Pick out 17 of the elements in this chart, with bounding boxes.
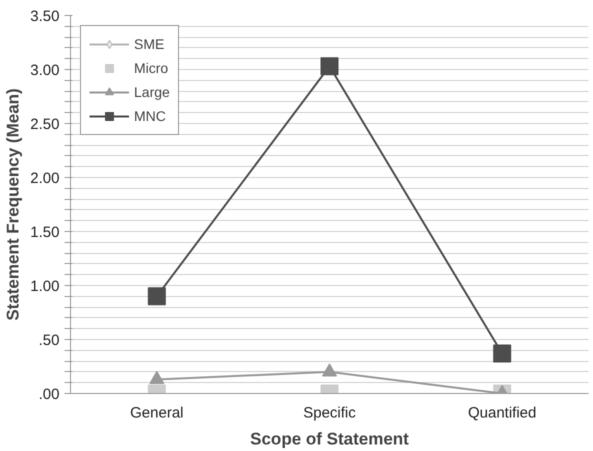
y-tick-label: 2.00 bbox=[30, 170, 60, 187]
x-axis-title: Scope of Statement bbox=[250, 430, 410, 448]
y-tick-label: 3.00 bbox=[30, 62, 60, 79]
x-tick-label: Specific bbox=[303, 404, 356, 422]
legend-label: Micro bbox=[134, 60, 168, 76]
y-tick-label: 1.00 bbox=[30, 278, 60, 295]
y-tick-label: 1.50 bbox=[30, 224, 60, 241]
legend-label: SME bbox=[134, 36, 164, 52]
y-tick-label: .50 bbox=[38, 332, 60, 349]
y-tick-label: 2.50 bbox=[30, 116, 60, 133]
x-tick-label: General bbox=[130, 404, 184, 422]
legend-label: MNC bbox=[134, 108, 166, 124]
y-tick-label: .00 bbox=[38, 386, 60, 403]
y-tick-label: 3.50 bbox=[30, 8, 60, 25]
y-axis-title: Statement Frequency (Mean) bbox=[3, 88, 22, 321]
legend-label: Large bbox=[134, 84, 170, 100]
x-tick-label: Quantified bbox=[468, 404, 536, 422]
